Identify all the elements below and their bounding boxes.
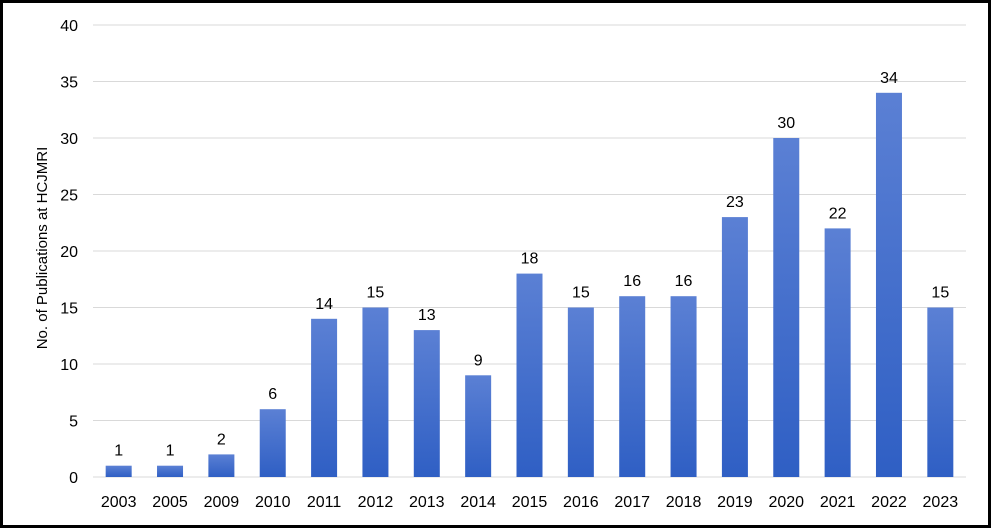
data-label-2022: 34 (880, 70, 898, 87)
bar-2011 (311, 318, 338, 477)
y-tick-label: 0 (69, 470, 78, 487)
data-label-2012: 15 (367, 285, 385, 302)
bar-2012 (362, 307, 389, 477)
bar-2014 (465, 375, 492, 477)
x-tick-label-2003: 2003 (101, 494, 137, 511)
data-label-2017: 16 (623, 273, 641, 290)
y-tick-label: 10 (60, 357, 78, 374)
data-labels: 1 1 2 6 14 15 13 9 18 15 16 16 23 30 22 34 15 (114, 70, 949, 460)
y-tick-label: 30 (60, 131, 78, 148)
x-axis-tick-labels: 2003 2005 2009 2010 2011 2012 2013 2014 2015 2016… (101, 494, 958, 511)
x-tick-label-2011: 2011 (307, 494, 342, 511)
x-tick-label-2016: 2016 (563, 494, 599, 511)
x-tick-label-2023: 2023 (923, 494, 959, 511)
data-label-2020: 30 (777, 115, 795, 132)
bar-2016 (567, 307, 594, 477)
y-tick-label: 35 (60, 75, 78, 92)
x-tick-label-2013: 2013 (409, 494, 445, 511)
bar-2017 (619, 296, 646, 477)
data-label-2019: 23 (726, 194, 744, 211)
x-tick-label-2005: 2005 (152, 494, 188, 511)
x-tick-label-2010: 2010 (255, 494, 291, 511)
x-tick-label-2022: 2022 (871, 494, 907, 511)
data-label-2023: 15 (931, 285, 949, 302)
bar-2015 (516, 273, 543, 477)
data-label-2018: 16 (675, 273, 693, 290)
data-label-2013: 13 (418, 307, 436, 324)
bars (105, 92, 954, 478)
y-axis-tick-labels: 0 5 10 15 20 25 30 35 40 (60, 18, 78, 487)
y-tick-label: 25 (60, 188, 78, 205)
bar-2010 (259, 409, 286, 477)
x-tick-label-2019: 2019 (717, 494, 753, 511)
bar-2013 (413, 330, 440, 477)
x-tick-label-2021: 2021 (820, 494, 856, 511)
data-label-2010: 6 (268, 386, 277, 403)
bar-2021 (824, 228, 851, 477)
x-tick-label-2017: 2017 (614, 494, 650, 511)
x-tick-label-2009: 2009 (204, 494, 240, 511)
data-label-2014: 9 (474, 352, 483, 369)
y-tick-label: 20 (60, 244, 78, 261)
y-tick-label: 40 (60, 18, 78, 35)
bar-2009 (208, 454, 235, 477)
data-label-2009: 2 (217, 431, 226, 448)
y-tick-label: 15 (60, 301, 78, 318)
gridlines (93, 24, 966, 478)
x-tick-label-2012: 2012 (358, 494, 394, 511)
bar-2023 (927, 307, 954, 477)
data-label-2021: 22 (829, 205, 847, 222)
data-label-2015: 18 (521, 251, 539, 268)
x-tick-label-2020: 2020 (768, 494, 804, 511)
x-tick-label-2014: 2014 (460, 494, 496, 511)
data-label-2003: 1 (114, 443, 123, 460)
bar-2018 (670, 296, 697, 477)
bar-2022 (875, 92, 902, 478)
bar-2020 (773, 138, 800, 477)
data-label-2011: 14 (315, 296, 333, 313)
y-tick-label: 5 (69, 414, 78, 431)
x-tick-label-2015: 2015 (512, 494, 548, 511)
y-axis-title: No. of Publications at HCJMRI (34, 147, 51, 350)
bar-2019 (721, 217, 748, 477)
bar-2005 (157, 465, 184, 477)
data-label-2005: 1 (166, 443, 175, 460)
data-label-2016: 15 (572, 285, 590, 302)
bar-2003 (105, 465, 132, 477)
x-tick-label-2018: 2018 (666, 494, 702, 511)
